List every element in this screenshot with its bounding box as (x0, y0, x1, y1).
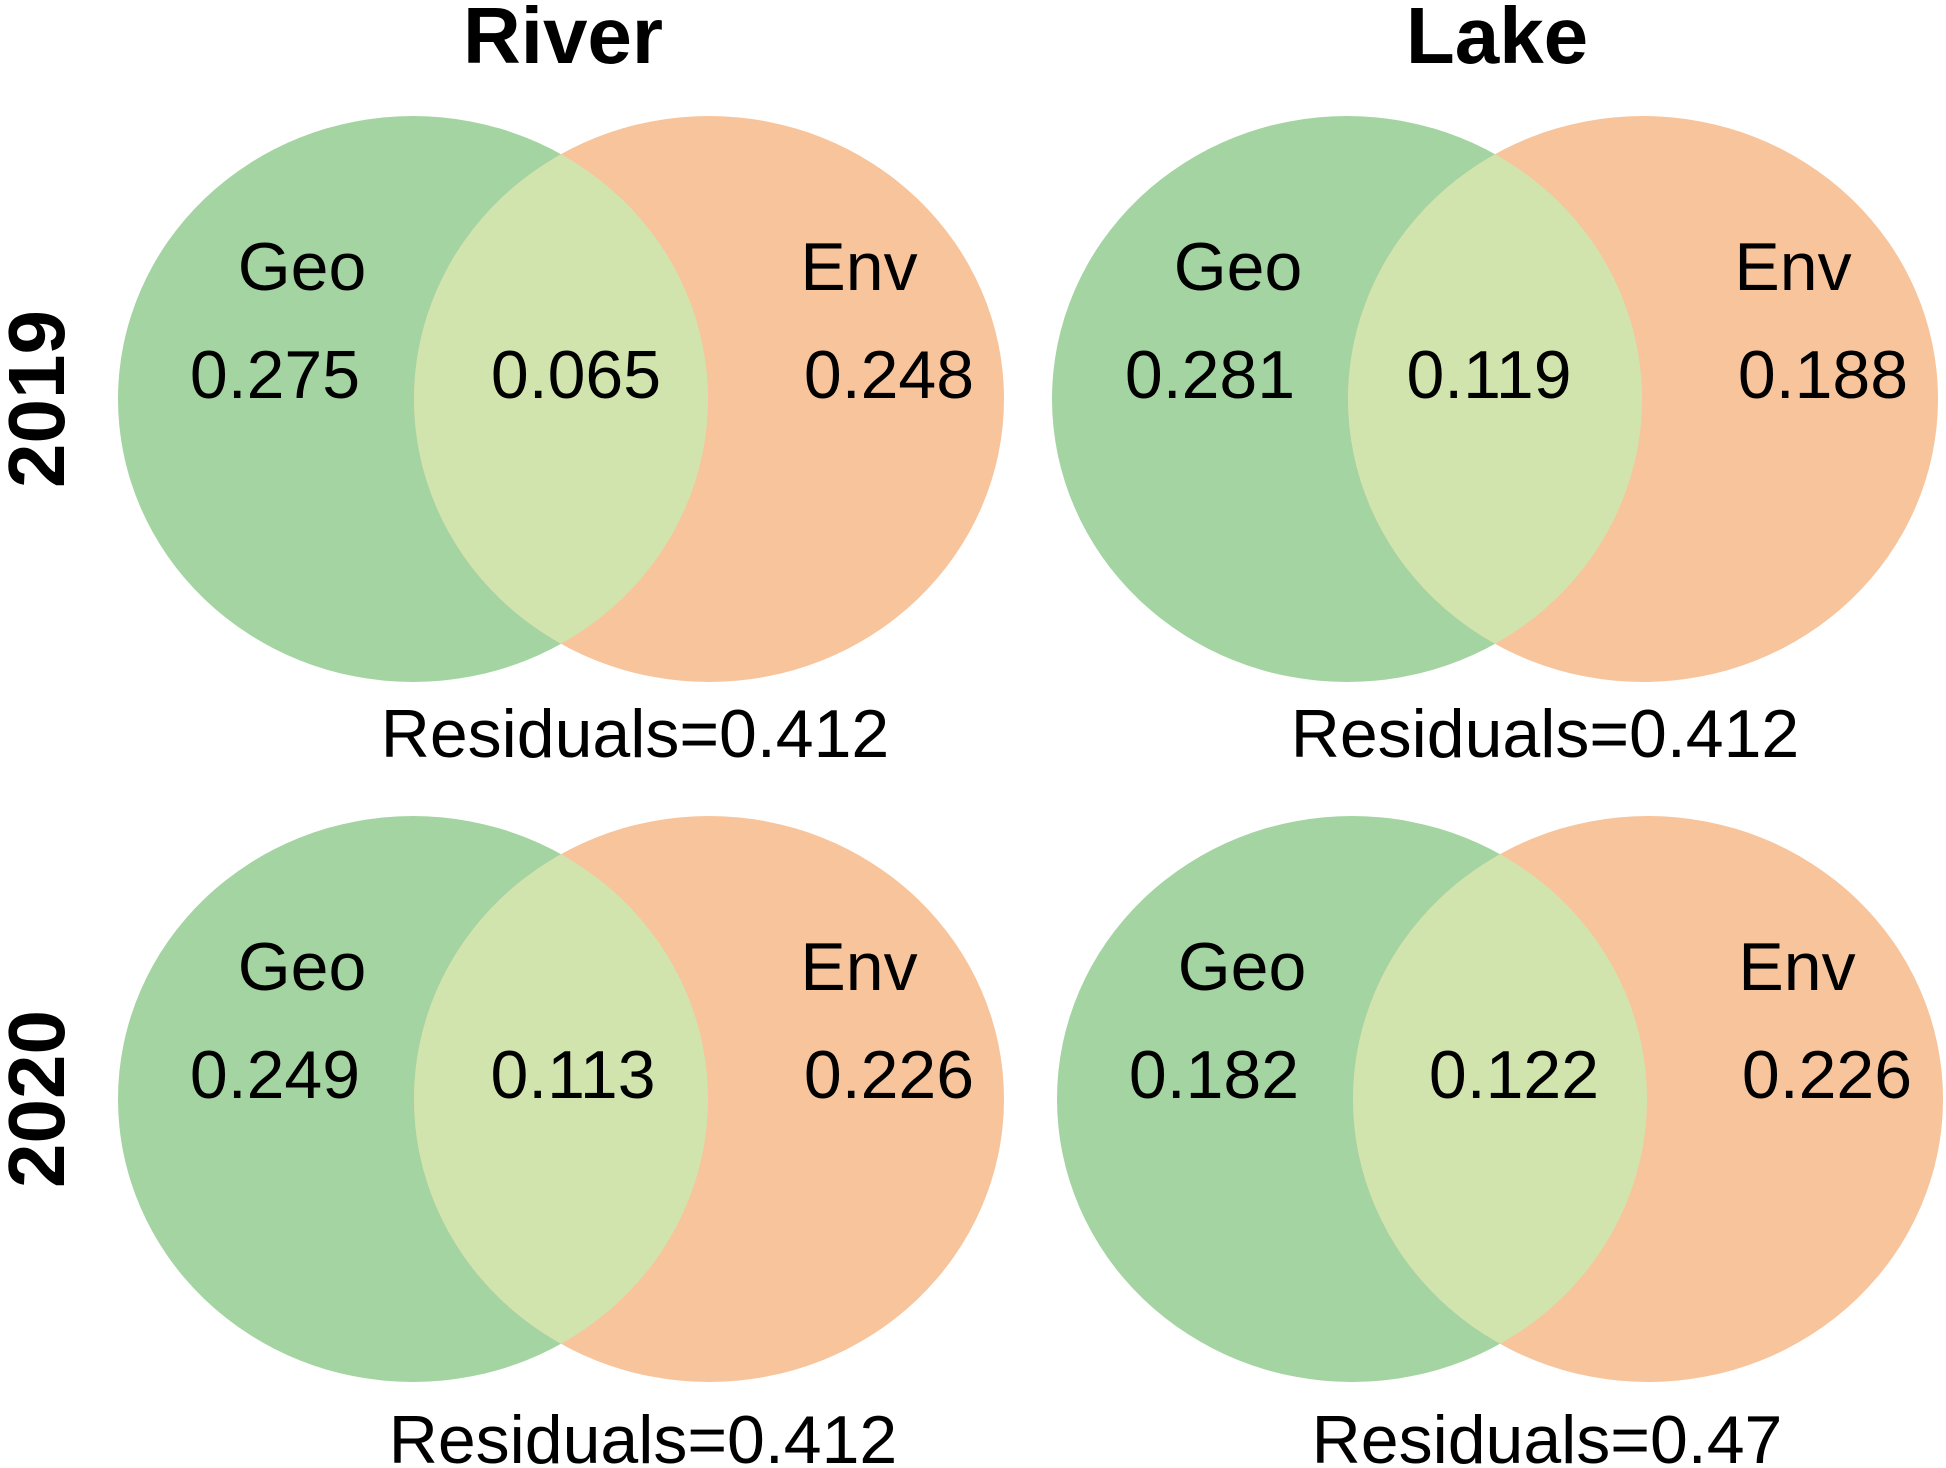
venn-panel-lake-2020: Geo Env 0.182 0.122 0.226 Residuals=0.47 (1057, 816, 1943, 1468)
shared-overlap-region (1348, 116, 1642, 682)
shared-overlap-region (414, 816, 708, 1382)
geo-unique-value: 0.249 (190, 1037, 360, 1113)
env-unique-value: 0.188 (1738, 337, 1908, 413)
geo-unique-value: 0.182 (1129, 1037, 1299, 1113)
shared-value: 0.119 (1406, 337, 1571, 413)
shared-value: 0.113 (490, 1037, 655, 1113)
env-unique-value: 0.226 (1742, 1037, 1912, 1113)
column-header-river: River (463, 0, 663, 80)
env-unique-value: 0.226 (804, 1037, 974, 1113)
geo-set-label: Geo (238, 929, 367, 1005)
shared-value: 0.122 (1429, 1037, 1599, 1113)
geo-set-label: Geo (1178, 929, 1307, 1005)
residuals-label: Residuals=0.47 (1312, 1402, 1783, 1468)
geo-set-label: Geo (1174, 229, 1303, 305)
row-header-2019: 2019 (0, 310, 81, 488)
shared-overlap-region (414, 116, 708, 682)
column-header-lake: Lake (1406, 0, 1588, 80)
env-set-label: Env (1734, 229, 1851, 305)
geo-set-label: Geo (238, 229, 367, 305)
residuals-label: Residuals=0.412 (1291, 696, 1799, 772)
venn-panel-river-2020: Geo Env 0.249 0.113 0.226 Residuals=0.41… (118, 816, 1004, 1468)
venn-panel-river-2019: Geo Env 0.275 0.065 0.248 Residuals=0.41… (118, 116, 1004, 772)
shared-value: 0.065 (491, 337, 661, 413)
env-unique-value: 0.248 (804, 337, 974, 413)
shared-overlap-region (1353, 816, 1647, 1382)
env-set-label: Env (1738, 929, 1855, 1005)
env-set-label: Env (800, 929, 917, 1005)
env-set-label: Env (800, 229, 917, 305)
geo-unique-value: 0.275 (190, 337, 360, 413)
row-header-2020: 2020 (0, 1010, 81, 1188)
residuals-label: Residuals=0.412 (381, 696, 889, 772)
venn-panel-lake-2019: Geo Env 0.281 0.119 0.188 Residuals=0.41… (1052, 116, 1938, 772)
geo-unique-value: 0.281 (1125, 337, 1295, 413)
residuals-label: Residuals=0.412 (389, 1402, 897, 1468)
